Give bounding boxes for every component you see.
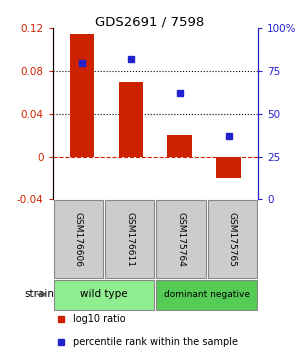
Bar [105, 200, 154, 278]
Text: dominant negative: dominant negative [164, 290, 250, 299]
Text: strain: strain [24, 289, 54, 299]
Text: GSM175765: GSM175765 [228, 212, 237, 267]
Text: percentile rank within the sample: percentile rank within the sample [73, 337, 238, 347]
Text: wild type: wild type [80, 289, 128, 299]
Bar [118, 82, 143, 156]
Bar [208, 200, 257, 278]
Text: GSM176606: GSM176606 [74, 212, 83, 267]
Bar [167, 135, 192, 156]
Bar [53, 200, 103, 278]
Text: GSM176611: GSM176611 [125, 212, 134, 267]
Bar [156, 280, 257, 310]
Bar [156, 200, 206, 278]
Bar [70, 34, 94, 156]
Text: GDS2691 / 7598: GDS2691 / 7598 [95, 16, 205, 29]
Bar [53, 280, 154, 310]
Text: GSM175764: GSM175764 [176, 212, 185, 267]
Bar [216, 156, 241, 178]
Text: log10 ratio: log10 ratio [73, 314, 126, 324]
